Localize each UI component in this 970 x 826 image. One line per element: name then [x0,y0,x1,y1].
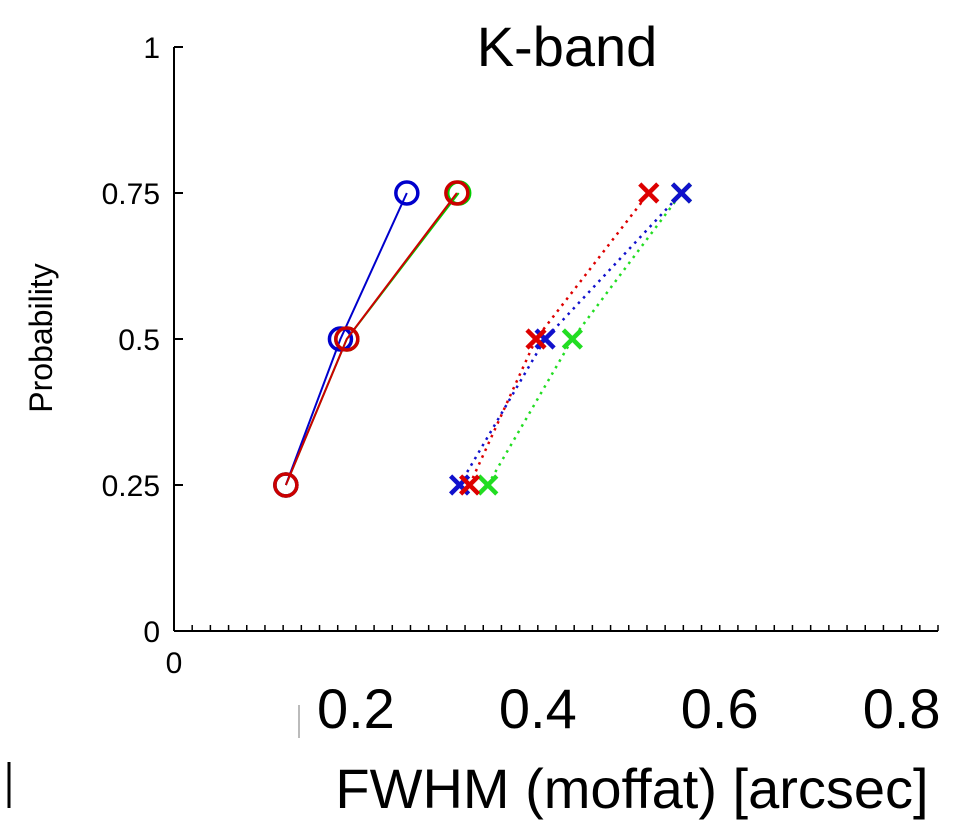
series-line [468,192,650,486]
series-line [486,192,683,486]
series-line [284,192,408,486]
x-tick-label: 0.6 [681,677,759,740]
series-line [458,192,683,486]
series-1 [273,180,472,498]
data-point [638,182,660,204]
y-tick-label: 0.5 [118,324,160,357]
series-3 [273,180,470,498]
x-tick-label: 0 [166,647,183,680]
y-tick-label: 1 [143,32,160,65]
x-tick-label: 0.4 [499,677,577,740]
x-tick-label: 0.2 [317,677,395,740]
data-point [334,326,360,352]
y-tick-label: 0.25 [102,470,160,503]
series-4 [477,182,693,496]
axes [173,46,939,632]
data-point [561,328,583,350]
series-line [284,192,458,486]
x-tick-labels: 0 0.2 0.4 0.6 0.8 [166,647,941,740]
data-point [670,182,693,204]
data-point [525,328,547,350]
data-point [394,180,420,206]
y-tick-label: 0 [143,616,160,649]
x-axis-label: FWHM (moffat) [arcsec] [335,757,928,820]
series-line [284,192,460,486]
data-point [273,472,299,498]
y-tick-labels: 0 0.25 0.5 0.75 1 [102,32,160,649]
data-point [477,474,499,496]
y-tick-label: 0.75 [102,178,160,211]
series-6 [459,182,660,496]
x-tick-label: 0.8 [863,677,941,740]
series-layer [273,180,693,498]
y-axis-label: Probability [23,263,59,412]
data-point [459,474,481,496]
chart-title: K-band [477,15,658,78]
data-point [444,180,470,206]
